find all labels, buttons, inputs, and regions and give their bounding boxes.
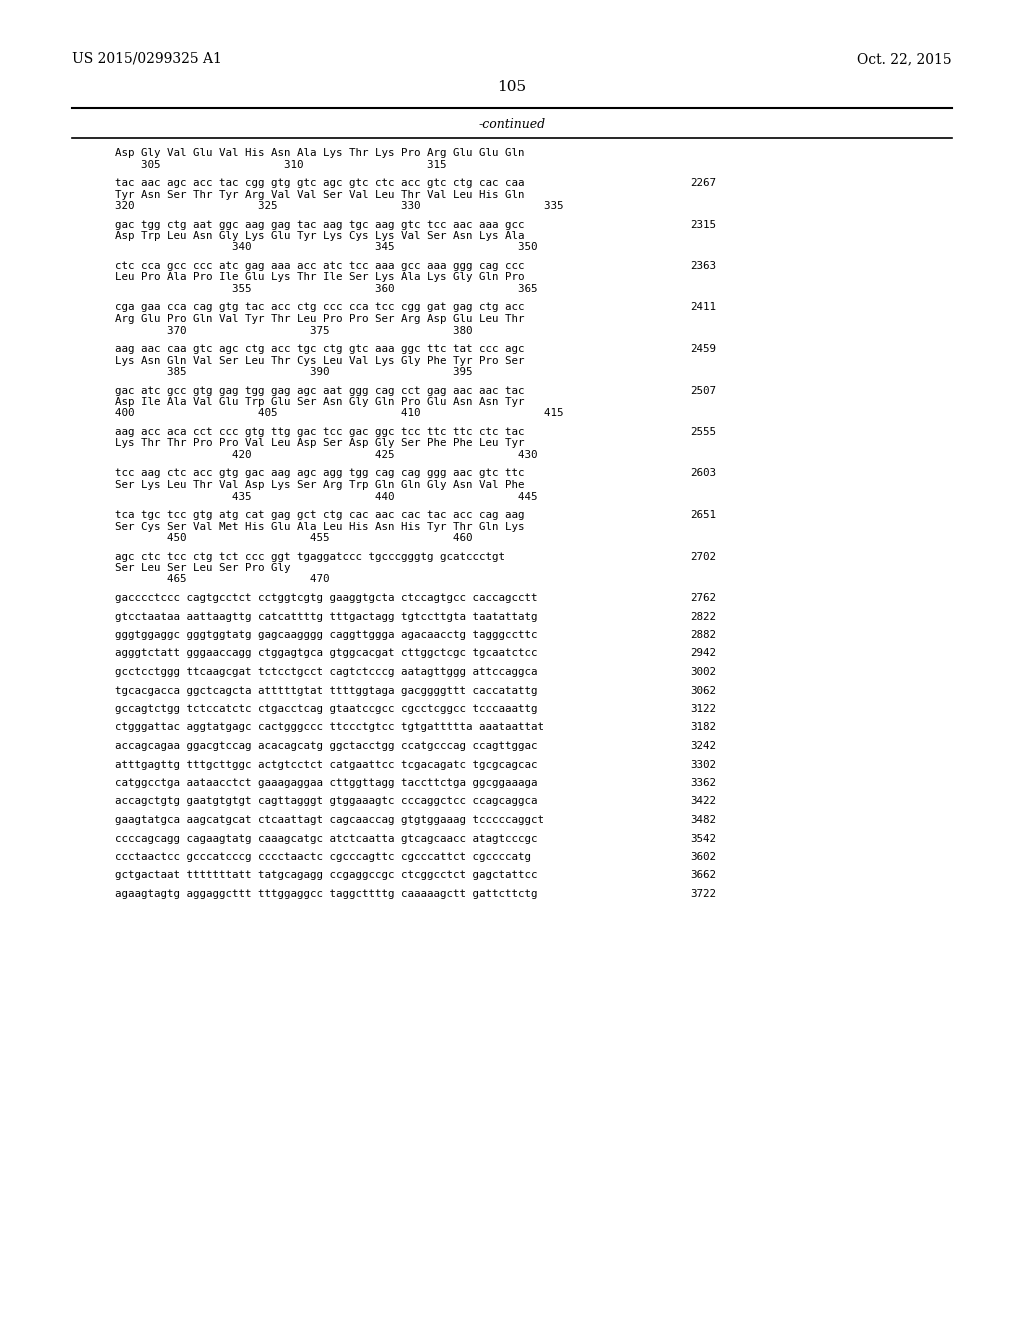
- Text: agggtctatt gggaaccagg ctggagtgca gtggcacgat cttggctcgc tgcaatctcc: agggtctatt gggaaccagg ctggagtgca gtggcac…: [115, 648, 538, 659]
- Text: 450                   455                   460: 450 455 460: [115, 533, 472, 543]
- Text: Lys Thr Thr Pro Pro Val Leu Asp Ser Asp Gly Ser Phe Phe Leu Tyr: Lys Thr Thr Pro Pro Val Leu Asp Ser Asp …: [115, 438, 524, 449]
- Text: ctgggattac aggtatgagc cactgggccc ttccctgtcc tgtgattttta aaataattat: ctgggattac aggtatgagc cactgggccc ttccctg…: [115, 722, 544, 733]
- Text: aag aac caa gtc agc ctg acc tgc ctg gtc aaa ggc ttc tat ccc agc: aag aac caa gtc agc ctg acc tgc ctg gtc …: [115, 345, 524, 354]
- Text: 385                   390                   395: 385 390 395: [115, 367, 472, 378]
- Text: 3122: 3122: [690, 704, 716, 714]
- Text: 3062: 3062: [690, 685, 716, 696]
- Text: Ser Lys Leu Thr Val Asp Lys Ser Arg Trp Gln Gln Gly Asn Val Phe: Ser Lys Leu Thr Val Asp Lys Ser Arg Trp …: [115, 480, 524, 490]
- Text: catggcctga aataacctct gaaagaggaa cttggttagg taccttctga ggcggaaaga: catggcctga aataacctct gaaagaggaa cttggtt…: [115, 777, 538, 788]
- Text: 3362: 3362: [690, 777, 716, 788]
- Text: 3722: 3722: [690, 888, 716, 899]
- Text: gacccctccc cagtgcctct cctggtcgtg gaaggtgcta ctccagtgcc caccagcctt: gacccctccc cagtgcctct cctggtcgtg gaaggtg…: [115, 593, 538, 603]
- Text: 2822: 2822: [690, 611, 716, 622]
- Text: 2882: 2882: [690, 630, 716, 640]
- Text: 3302: 3302: [690, 759, 716, 770]
- Text: 2411: 2411: [690, 302, 716, 313]
- Text: 305                   310                   315: 305 310 315: [115, 160, 446, 169]
- Text: 3242: 3242: [690, 741, 716, 751]
- Text: Arg Glu Pro Gln Val Tyr Thr Leu Pro Pro Ser Arg Asp Glu Leu Thr: Arg Glu Pro Gln Val Tyr Thr Leu Pro Pro …: [115, 314, 524, 323]
- Text: 2363: 2363: [690, 261, 716, 271]
- Text: tgcacgacca ggctcagcta atttttgtat ttttggtaga gacggggttt caccatattg: tgcacgacca ggctcagcta atttttgtat ttttggt…: [115, 685, 538, 696]
- Text: Asp Gly Val Glu Val His Asn Ala Lys Thr Lys Pro Arg Glu Glu Gln: Asp Gly Val Glu Val His Asn Ala Lys Thr …: [115, 148, 524, 158]
- Text: agaagtagtg aggaggcttt tttggaggcc taggcttttg caaaaagctt gattcttctg: agaagtagtg aggaggcttt tttggaggcc taggctt…: [115, 888, 538, 899]
- Text: 2267: 2267: [690, 178, 716, 187]
- Text: 3182: 3182: [690, 722, 716, 733]
- Text: US 2015/0299325 A1: US 2015/0299325 A1: [72, 51, 222, 66]
- Text: 2762: 2762: [690, 593, 716, 603]
- Text: ccccagcagg cagaagtatg caaagcatgc atctcaatta gtcagcaacc atagtcccgc: ccccagcagg cagaagtatg caaagcatgc atctcaa…: [115, 833, 538, 843]
- Text: Tyr Asn Ser Thr Tyr Arg Val Val Ser Val Leu Thr Val Leu His Gln: Tyr Asn Ser Thr Tyr Arg Val Val Ser Val …: [115, 190, 524, 199]
- Text: 3002: 3002: [690, 667, 716, 677]
- Text: gctgactaat tttttttatt tatgcagagg ccgaggccgc ctcggcctct gagctattcc: gctgactaat tttttttatt tatgcagagg ccgaggc…: [115, 870, 538, 880]
- Text: accagcagaa ggacgtccag acacagcatg ggctacctgg ccatgcccag ccagttggac: accagcagaa ggacgtccag acacagcatg ggctacc…: [115, 741, 538, 751]
- Text: 465                   470: 465 470: [115, 574, 330, 585]
- Text: agc ctc tcc ctg tct ccc ggt tgaggatccc tgcccgggtg gcatccctgt: agc ctc tcc ctg tct ccc ggt tgaggatccc t…: [115, 552, 505, 561]
- Text: gggtggaggc gggtggtatg gagcaagggg caggttggga agacaacctg tagggccttc: gggtggaggc gggtggtatg gagcaagggg caggttg…: [115, 630, 538, 640]
- Text: 320                   325                   330                   335: 320 325 330 335: [115, 201, 563, 211]
- Text: 420                   425                   430: 420 425 430: [115, 450, 538, 459]
- Text: 2603: 2603: [690, 469, 716, 479]
- Text: 355                   360                   365: 355 360 365: [115, 284, 538, 294]
- Text: gcctcctggg ttcaagcgat tctcctgcct cagtctcccg aatagttggg attccaggca: gcctcctggg ttcaagcgat tctcctgcct cagtctc…: [115, 667, 538, 677]
- Text: tca tgc tcc gtg atg cat gag gct ctg cac aac cac tac acc cag aag: tca tgc tcc gtg atg cat gag gct ctg cac …: [115, 510, 524, 520]
- Text: gac tgg ctg aat ggc aag gag tac aag tgc aag gtc tcc aac aaa gcc: gac tgg ctg aat ggc aag gag tac aag tgc …: [115, 219, 524, 230]
- Text: 105: 105: [498, 81, 526, 94]
- Text: tcc aag ctc acc gtg gac aag agc agg tgg cag cag ggg aac gtc ttc: tcc aag ctc acc gtg gac aag agc agg tgg …: [115, 469, 524, 479]
- Text: 435                   440                   445: 435 440 445: [115, 491, 538, 502]
- Text: Ser Cys Ser Val Met His Glu Ala Leu His Asn His Tyr Thr Gln Lys: Ser Cys Ser Val Met His Glu Ala Leu His …: [115, 521, 524, 532]
- Text: 400                   405                   410                   415: 400 405 410 415: [115, 408, 563, 418]
- Text: 2702: 2702: [690, 552, 716, 561]
- Text: gaagtatgca aagcatgcat ctcaattagt cagcaaccag gtgtggaaag tcccccaggct: gaagtatgca aagcatgcat ctcaattagt cagcaac…: [115, 814, 544, 825]
- Text: 3482: 3482: [690, 814, 716, 825]
- Text: gccagtctgg tctccatctc ctgacctcag gtaatccgcc cgcctcggcc tcccaaattg: gccagtctgg tctccatctc ctgacctcag gtaatcc…: [115, 704, 538, 714]
- Text: ccctaactcc gcccatcccg cccctaactc cgcccagttc cgcccattct cgccccatg: ccctaactcc gcccatcccg cccctaactc cgcccag…: [115, 851, 531, 862]
- Text: 3602: 3602: [690, 851, 716, 862]
- Text: cga gaa cca cag gtg tac acc ctg ccc cca tcc cgg gat gag ctg acc: cga gaa cca cag gtg tac acc ctg ccc cca …: [115, 302, 524, 313]
- Text: 3662: 3662: [690, 870, 716, 880]
- Text: Lys Asn Gln Val Ser Leu Thr Cys Leu Val Lys Gly Phe Tyr Pro Ser: Lys Asn Gln Val Ser Leu Thr Cys Leu Val …: [115, 355, 524, 366]
- Text: 370                   375                   380: 370 375 380: [115, 326, 472, 335]
- Text: Asp Ile Ala Val Glu Trp Glu Ser Asn Gly Gln Pro Glu Asn Asn Tyr: Asp Ile Ala Val Glu Trp Glu Ser Asn Gly …: [115, 397, 524, 407]
- Text: 2315: 2315: [690, 219, 716, 230]
- Text: -continued: -continued: [478, 117, 546, 131]
- Text: Oct. 22, 2015: Oct. 22, 2015: [857, 51, 952, 66]
- Text: aag acc aca cct ccc gtg ttg gac tcc gac ggc tcc ttc ttc ctc tac: aag acc aca cct ccc gtg ttg gac tcc gac …: [115, 426, 524, 437]
- Text: Leu Pro Ala Pro Ile Glu Lys Thr Ile Ser Lys Ala Lys Gly Gln Pro: Leu Pro Ala Pro Ile Glu Lys Thr Ile Ser …: [115, 272, 524, 282]
- Text: gac atc gcc gtg gag tgg gag agc aat ggg cag cct gag aac aac tac: gac atc gcc gtg gag tgg gag agc aat ggg …: [115, 385, 524, 396]
- Text: Ser Leu Ser Leu Ser Pro Gly: Ser Leu Ser Leu Ser Pro Gly: [115, 564, 291, 573]
- Text: accagctgtg gaatgtgtgt cagttagggt gtggaaagtc cccaggctcc ccagcaggca: accagctgtg gaatgtgtgt cagttagggt gtggaaa…: [115, 796, 538, 807]
- Text: 2507: 2507: [690, 385, 716, 396]
- Text: tac aac agc acc tac cgg gtg gtc agc gtc ctc acc gtc ctg cac caa: tac aac agc acc tac cgg gtg gtc agc gtc …: [115, 178, 524, 187]
- Text: Asp Trp Leu Asn Gly Lys Glu Tyr Lys Cys Lys Val Ser Asn Lys Ala: Asp Trp Leu Asn Gly Lys Glu Tyr Lys Cys …: [115, 231, 524, 242]
- Text: atttgagttg tttgcttggc actgtcctct catgaattcc tcgacagatc tgcgcagcac: atttgagttg tttgcttggc actgtcctct catgaat…: [115, 759, 538, 770]
- Text: 340                   345                   350: 340 345 350: [115, 243, 538, 252]
- Text: 3542: 3542: [690, 833, 716, 843]
- Text: ctc cca gcc ccc atc gag aaa acc atc tcc aaa gcc aaa ggg cag ccc: ctc cca gcc ccc atc gag aaa acc atc tcc …: [115, 261, 524, 271]
- Text: 3422: 3422: [690, 796, 716, 807]
- Text: 2942: 2942: [690, 648, 716, 659]
- Text: 2555: 2555: [690, 426, 716, 437]
- Text: 2651: 2651: [690, 510, 716, 520]
- Text: 2459: 2459: [690, 345, 716, 354]
- Text: gtcctaataa aattaagttg catcattttg tttgactagg tgtccttgta taatattatg: gtcctaataa aattaagttg catcattttg tttgact…: [115, 611, 538, 622]
